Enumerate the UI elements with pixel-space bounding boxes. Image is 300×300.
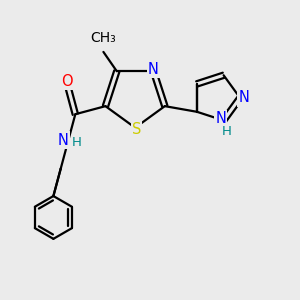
- Text: N: N: [238, 90, 249, 105]
- Text: N: N: [148, 62, 159, 77]
- Text: N: N: [215, 112, 226, 127]
- Text: N: N: [58, 133, 69, 148]
- Text: H: H: [222, 125, 232, 138]
- Text: H: H: [72, 136, 82, 149]
- Text: CH₃: CH₃: [91, 32, 116, 45]
- Text: O: O: [61, 74, 72, 89]
- Text: S: S: [132, 122, 141, 137]
